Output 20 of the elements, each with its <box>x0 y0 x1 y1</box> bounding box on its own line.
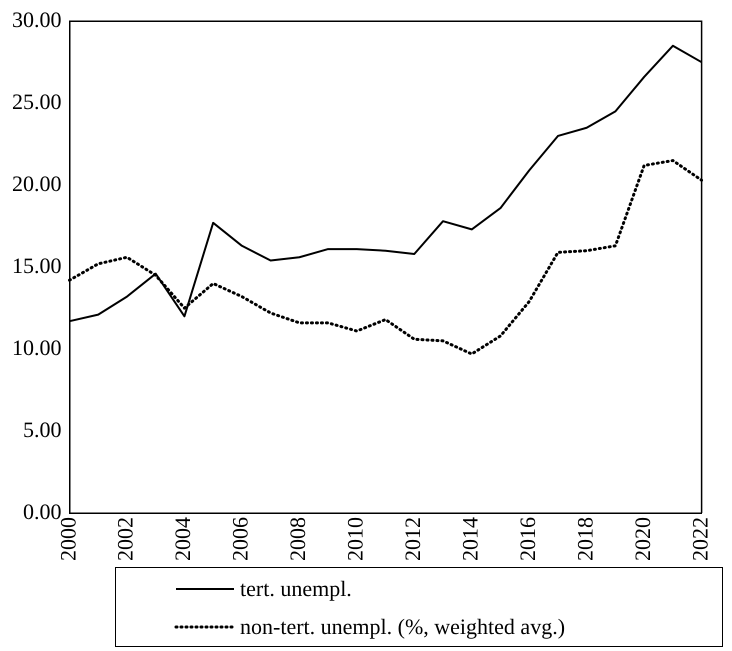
x-tick-label: 2016 <box>514 517 540 561</box>
y-tick-label: 30.00 <box>12 6 62 32</box>
legend-label: non-tert. unempl. (%, weighted avg.) <box>240 614 566 640</box>
y-tick-label: 20.00 <box>12 170 62 196</box>
y-tick-label: 15.00 <box>12 252 62 278</box>
x-tick-label: 2006 <box>228 517 253 561</box>
x-tick-label: 2012 <box>400 517 426 561</box>
legend-label: tert. unempl. <box>240 576 352 602</box>
x-tick-label: 2022 <box>687 517 712 561</box>
y-tick-label: 10.00 <box>12 334 62 360</box>
y-tick-label: 5.00 <box>23 416 62 442</box>
y-tick-label: 25.00 <box>12 88 62 114</box>
x-tick-label: 2004 <box>170 517 196 561</box>
x-tick-label: 2018 <box>572 517 598 561</box>
x-tick-label: 2008 <box>285 517 310 561</box>
x-tick-label: 2002 <box>112 517 138 561</box>
x-tick-label: 2014 <box>458 517 483 561</box>
y-tick-label: 0.00 <box>23 498 62 524</box>
x-tick-label: 2020 <box>630 517 655 561</box>
x-tick-label: 2010 <box>342 517 368 561</box>
